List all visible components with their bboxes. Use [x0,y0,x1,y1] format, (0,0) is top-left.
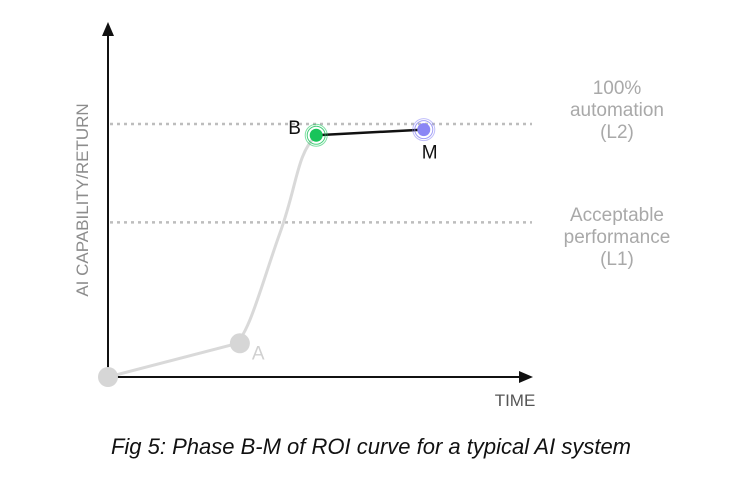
x-axis-label: TIME [495,391,536,410]
point-b-halo-inner [306,125,326,145]
figure-caption: Fig 5: Phase B-M of ROI curve for a typi… [110,434,632,459]
y-axis-arrow [102,22,114,36]
point-label-m: M [422,143,438,164]
point-origin [98,367,118,387]
level-label-2-line-3: (L1) [600,249,634,270]
level-label-1-line-3: (L2) [600,122,634,143]
point-m [417,123,431,137]
x-axis-arrow [519,371,533,383]
point-label-a: A [252,343,265,364]
roi-curve [106,133,318,379]
point-m-halo-outer [412,118,436,142]
point-label-b: B [288,118,301,139]
roi-chart: 100%automation(L2) Acceptableperformance(… [73,22,671,410]
point-m-halo-inner [414,120,434,140]
y-axis-label: AI CAPABILITY/RETURN [73,103,92,296]
level-label-2-line-2: performance [564,227,671,248]
point-b [309,128,323,142]
phase-b-m-segment [316,128,424,137]
level-label-2-line-1: Acceptable [570,205,664,226]
level-label-1-line-2: automation [570,100,664,121]
point-a [229,333,250,354]
point-b-halo-outer [304,123,328,147]
level-label-1-line-1: 100% [593,78,642,99]
